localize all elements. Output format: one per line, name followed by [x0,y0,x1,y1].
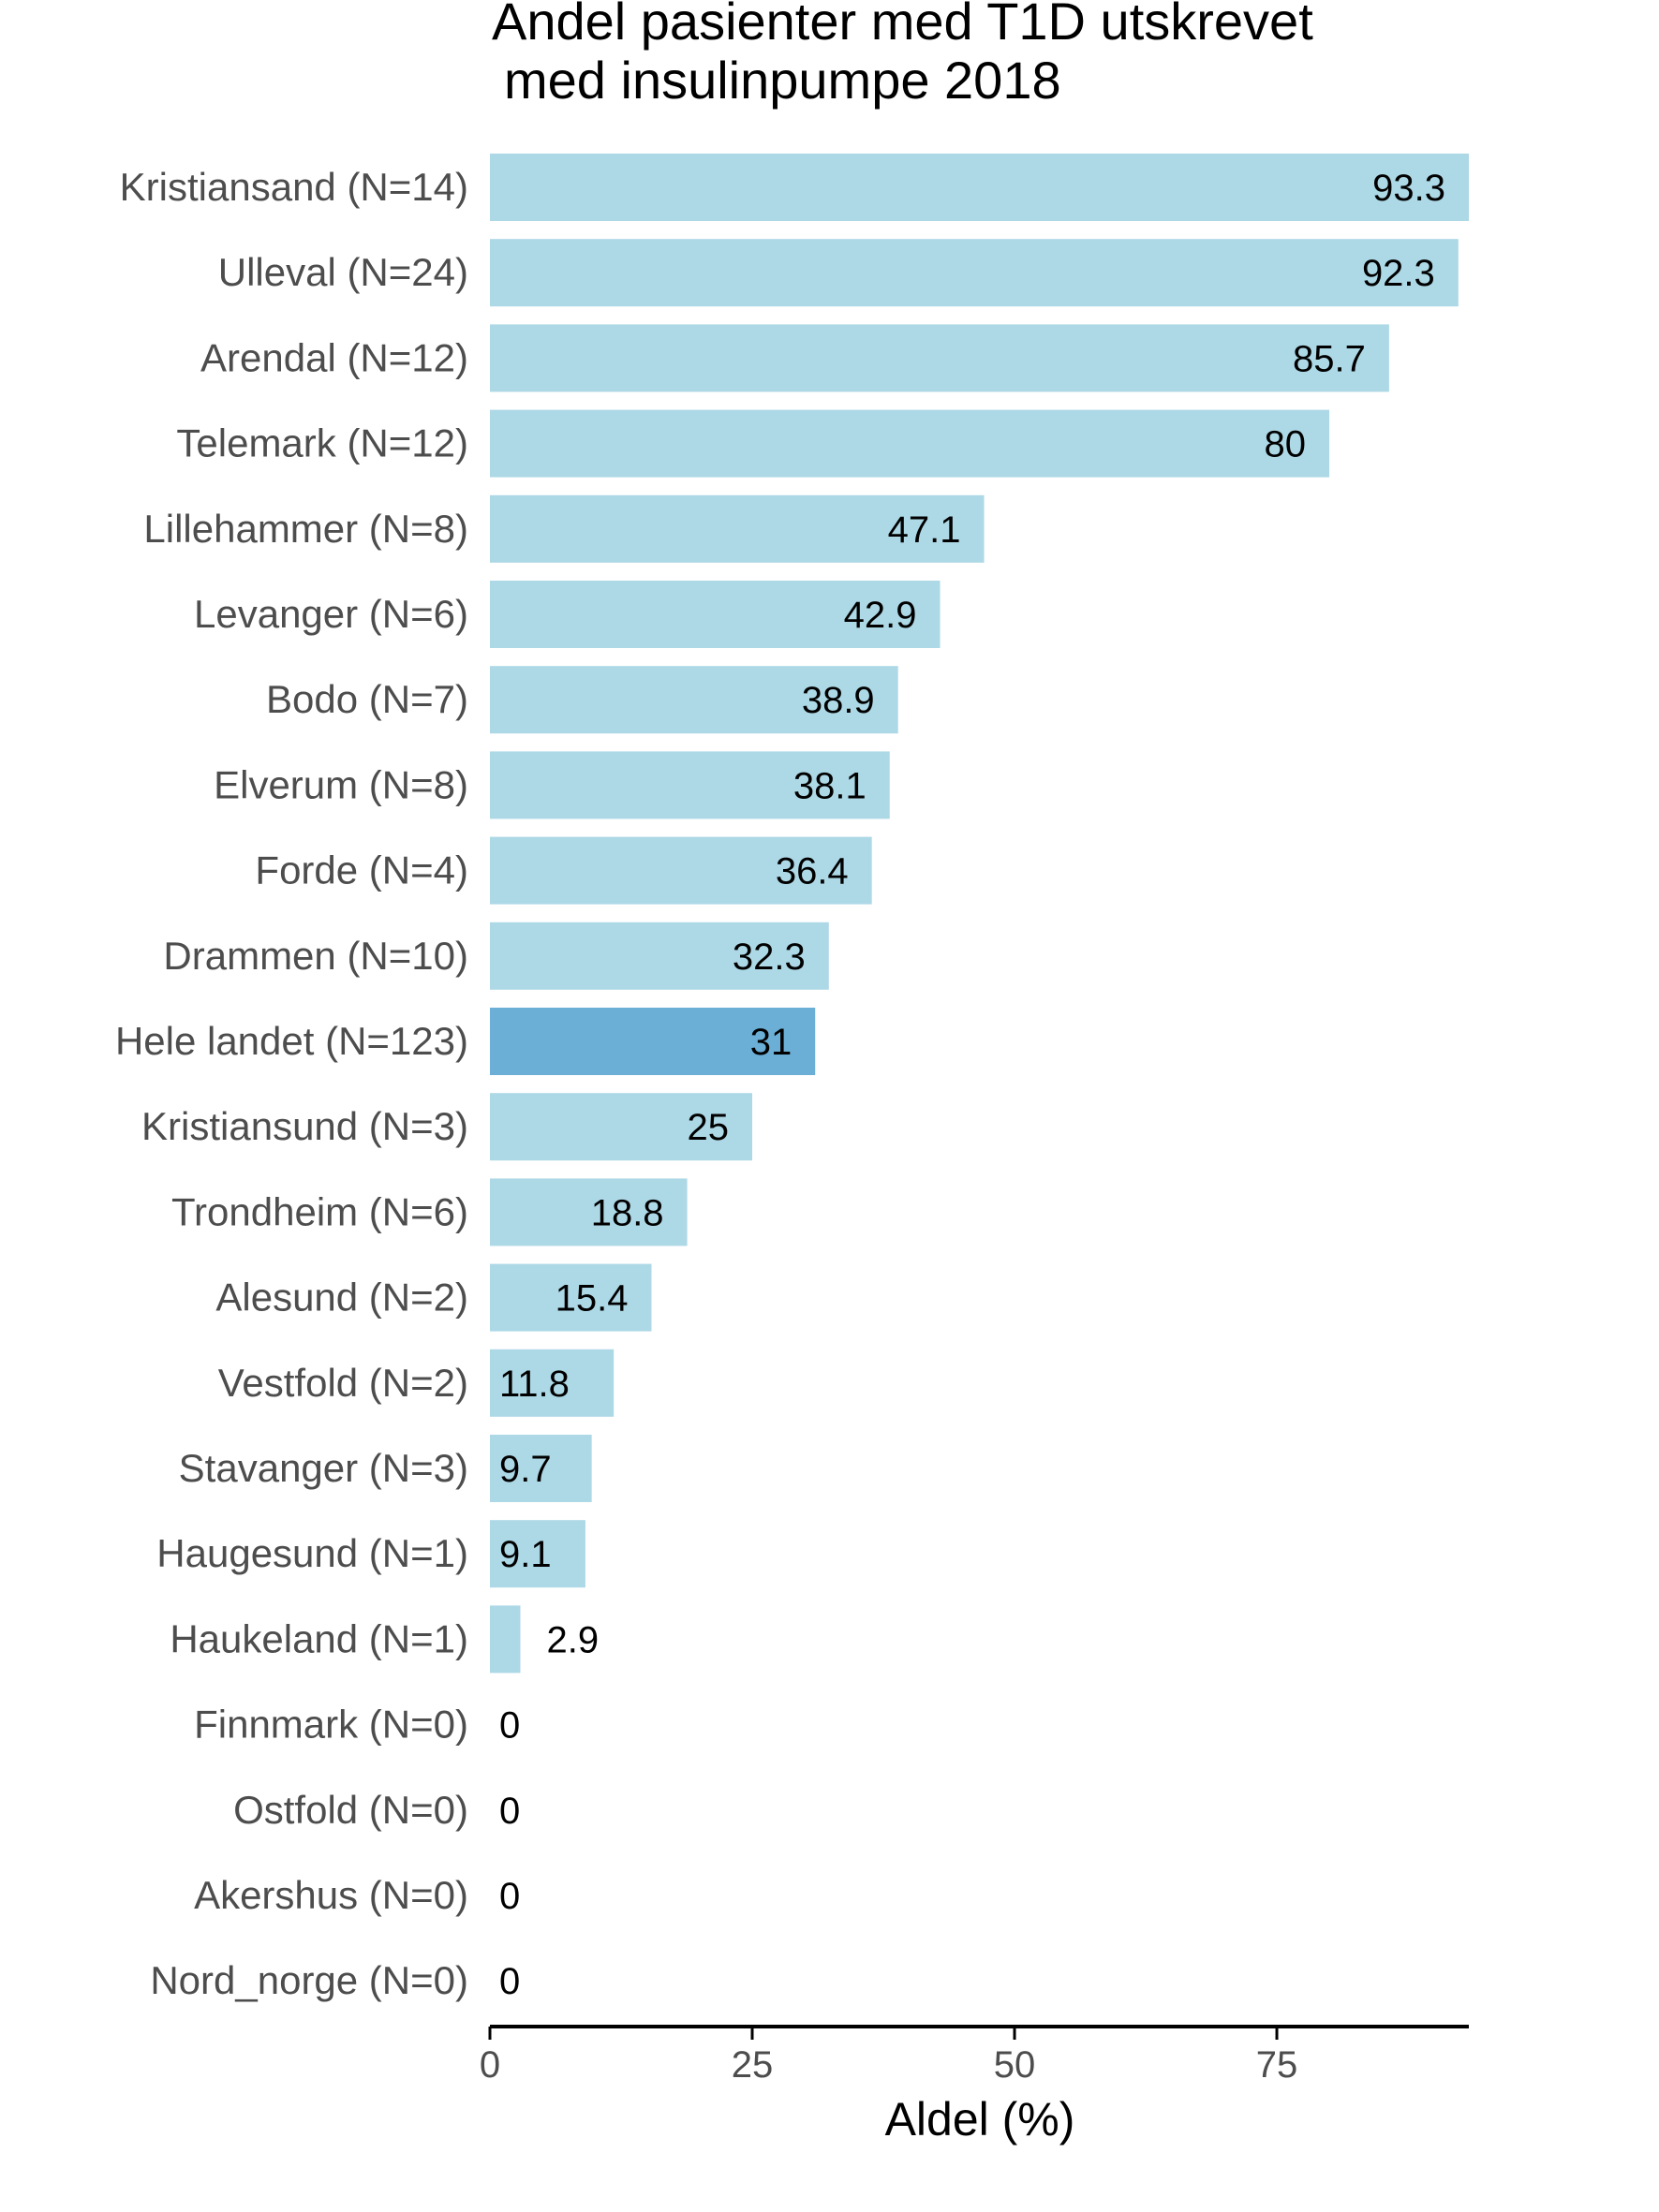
category-label: Telemark (N=12) [176,421,468,465]
category-label: Elverum (N=8) [214,762,468,806]
value-label: 0 [499,1791,520,1832]
value-label: 92.3 [1362,253,1435,294]
category-label: Forde (N=4) [255,848,468,892]
bar [490,1178,688,1246]
category-label: Vestfold (N=2) [218,1361,468,1405]
value-label: 93.3 [1372,168,1445,209]
value-label: 9.7 [499,1449,552,1490]
value-label: 42.9 [844,595,917,636]
category-label: Kristiansand (N=14) [120,165,468,209]
value-label: 11.8 [499,1364,570,1405]
category-label: Haugesund (N=1) [156,1531,468,1575]
bar [490,1435,592,1502]
category-label: Ostfold (N=0) [233,1788,468,1832]
value-label: 85.7 [1293,338,1366,379]
bars-group [490,154,1469,1674]
bar [490,581,941,648]
chart-title-line-2: med insulinpumpe 2018 [504,51,1061,110]
chart-title: Andel pasienter med T1D utskrevet med in… [492,0,1313,110]
category-label: Drammen (N=10) [163,934,468,978]
bar [490,154,1469,221]
bar [490,409,1330,478]
bar [490,836,872,905]
bar [490,666,898,734]
value-label: 15.4 [555,1278,629,1320]
category-label: Ulleval (N=24) [218,250,468,294]
category-label: Bodo (N=7) [266,677,468,721]
value-label: 80 [1265,424,1307,465]
category-label: Akershus (N=0) [194,1873,468,1917]
category-label: Alesund (N=2) [215,1276,468,1320]
value-label: 32.3 [733,936,806,978]
bar [490,494,985,563]
bar [490,239,1459,307]
category-label: Arendal (N=12) [200,335,468,379]
bar [490,1263,652,1332]
value-label: 38.9 [802,680,875,721]
category-labels: Kristiansand (N=14) Ulleval (N=24) Arendal… [115,165,468,2002]
value-label: 0 [499,1876,520,1917]
category-label: Lillehammer (N=8) [143,507,468,551]
x-tick-label: 50 [994,2044,1036,2086]
bar [490,1605,521,1674]
value-label: 9.1 [499,1534,552,1575]
category-label: Trondheim (N=6) [171,1189,468,1233]
value-label: 25 [688,1107,730,1148]
x-tick-label: 25 [732,2044,774,2086]
value-label: 38.1 [793,765,867,806]
x-tick-label: 75 [1256,2044,1298,2086]
x-axis: 0 25 50 75 [480,2025,1469,2086]
category-label: Levanger (N=6) [194,592,468,636]
value-label: 31 [750,1022,792,1063]
category-label: Haukeland (N=1) [170,1616,468,1660]
bar [490,324,1389,392]
category-label: Stavanger (N=3) [179,1446,468,1490]
value-label: 2.9 [546,1619,599,1660]
value-label: 0 [499,1961,520,2002]
value-label: 0 [499,1705,520,1747]
bar [490,1520,585,1588]
category-label: Finnmark (N=0) [194,1703,468,1747]
bar [490,751,890,819]
bar [490,1008,816,1075]
value-labels: 93.3 92.3 85.7 80 47.1 42.9 38.9 38.1 36.4 32.3 31… [499,168,1445,2002]
x-axis-title: Aldel (%) [885,2093,1075,2146]
x-tick-label: 0 [480,2044,500,2086]
category-label: Hele landet (N=123) [115,1019,468,1063]
value-label: 36.4 [776,851,849,892]
value-label: 18.8 [591,1192,664,1233]
chart-title-line-1: Andel pasienter med T1D utskrevet [492,0,1313,51]
bar [490,1093,753,1161]
bar [490,922,829,990]
bar [490,1349,615,1417]
category-label: Nord_norge (N=0) [150,1958,468,2002]
category-label: Kristiansund (N=3) [141,1104,468,1148]
value-label: 47.1 [888,509,961,551]
